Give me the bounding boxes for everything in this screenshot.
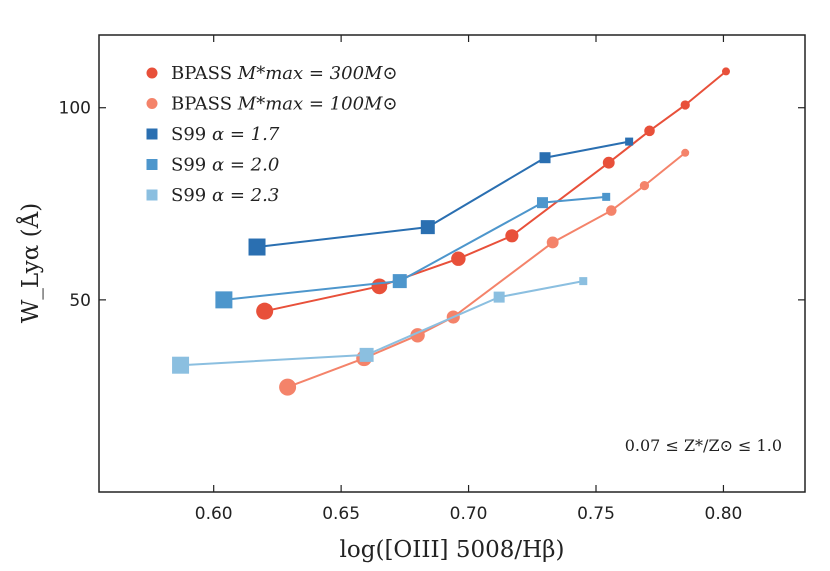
- data-point: [420, 220, 435, 235]
- data-point: [536, 197, 548, 209]
- legend-entry: S99 α = 2.0: [171, 155, 279, 176]
- series-line: [256, 140, 630, 249]
- data-point: [256, 302, 274, 320]
- data-point: [172, 356, 190, 374]
- data-point: [539, 152, 551, 164]
- data-point: [493, 291, 505, 303]
- data-point: [359, 347, 374, 362]
- data-point: [680, 100, 690, 110]
- x-axis-label: log([OIII] 5008/Hβ): [340, 537, 565, 563]
- series-4: [172, 277, 588, 374]
- data-point: [579, 277, 588, 286]
- data-point: [721, 67, 730, 76]
- x-tick-label: 0.75: [577, 504, 615, 524]
- data-point: [248, 238, 266, 256]
- data-point: [451, 251, 466, 266]
- series-layer: [172, 67, 730, 396]
- legend-marker: [146, 128, 158, 140]
- plot-frame: [98, 34, 806, 493]
- series-3: [215, 192, 611, 309]
- data-point: [602, 156, 615, 169]
- series-1: [279, 148, 690, 396]
- legend-marker: [146, 98, 158, 109]
- data-point: [371, 278, 388, 295]
- data-point: [644, 125, 655, 137]
- x-tick-label: 0.60: [195, 504, 233, 524]
- data-point: [279, 378, 297, 396]
- legend-entry: S99 α = 2.3: [171, 185, 279, 206]
- metallicity-annotation: 0.07 ≤ Z*/Z⊙ ≤ 1.0: [625, 436, 782, 455]
- data-point: [639, 180, 650, 191]
- legend-marker: [146, 159, 158, 170]
- data-point: [602, 192, 611, 201]
- data-point: [681, 148, 690, 157]
- legend-entry: BPASS M*max = 300M⊙: [171, 63, 398, 84]
- data-point: [392, 274, 407, 289]
- data-point: [215, 291, 233, 309]
- x-tick-label: 0.65: [322, 504, 360, 524]
- legend-marker: [146, 67, 158, 79]
- legend-entry: S99 α = 1.7: [171, 124, 280, 145]
- legend-marker: [146, 189, 158, 201]
- data-point: [606, 205, 617, 216]
- data-point: [625, 137, 634, 146]
- series-line: [180, 280, 584, 367]
- series-line: [287, 151, 686, 389]
- y-axis-label: W_Lyα (Å): [16, 203, 44, 323]
- y-tick-label: 50: [69, 291, 91, 311]
- series-0: [256, 67, 730, 320]
- data-point: [505, 229, 519, 243]
- x-tick-label: 0.80: [705, 504, 743, 524]
- legend-entry: BPASS M*max = 100M⊙: [171, 94, 398, 115]
- legend: BPASS M*max = 300M⊙ BPASS M*max = 100M⊙ S9…: [146, 63, 398, 206]
- series-2: [248, 137, 634, 256]
- y-tick-label: 100: [59, 99, 91, 119]
- x-tick-label: 0.70: [450, 504, 488, 524]
- ticks-layer: 0.60 0.65 0.70 0.75 0.80 50 100: [59, 35, 805, 524]
- series-line: [223, 195, 607, 301]
- data-point: [546, 236, 559, 249]
